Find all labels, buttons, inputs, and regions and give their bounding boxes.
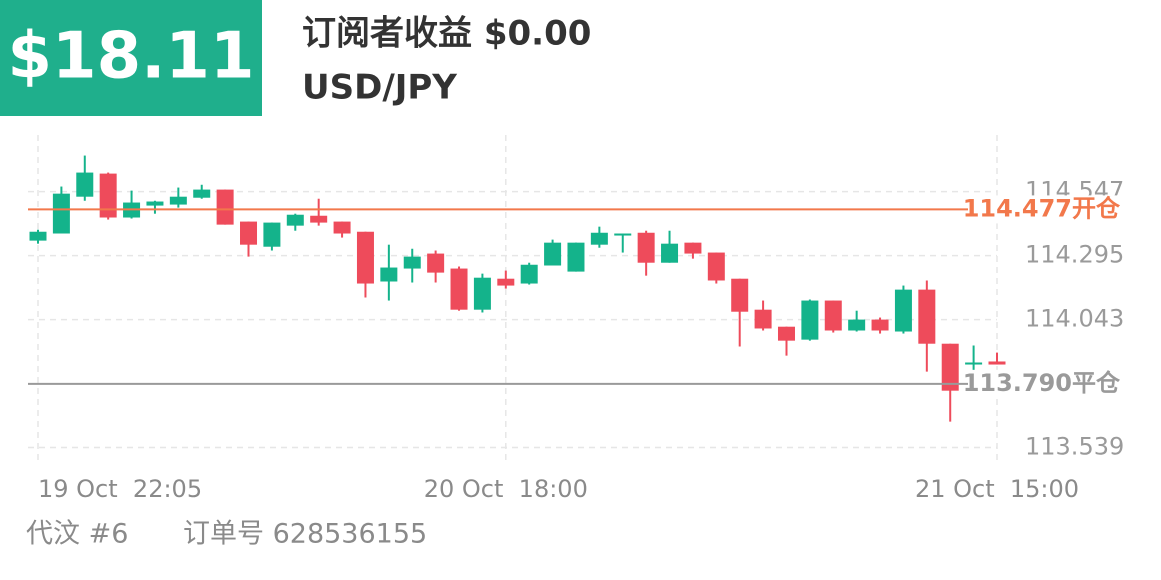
x-tick-label: 21 Oct 15:00 xyxy=(915,475,1079,503)
reference-label-bg xyxy=(968,369,1124,398)
candle-body xyxy=(918,289,936,344)
candle-body xyxy=(380,267,398,282)
candle-body xyxy=(824,300,842,331)
candle-body xyxy=(29,231,47,241)
reference-label: 114.477开仓 xyxy=(963,194,1121,222)
x-tick-label: 20 Oct 18:00 xyxy=(424,475,588,503)
candle-body xyxy=(941,343,959,391)
candle-body xyxy=(52,193,70,234)
candle-body xyxy=(637,232,655,263)
candle-body xyxy=(99,173,117,218)
candle-body xyxy=(169,196,187,205)
candle-body xyxy=(520,264,538,284)
candle-body xyxy=(216,189,234,225)
candle-body xyxy=(707,252,725,281)
reference-label: 113.790平仓 xyxy=(963,369,1121,397)
x-tick-label: 19 Oct 22:05 xyxy=(38,475,202,503)
candle-body xyxy=(754,309,772,329)
candle-body xyxy=(450,268,468,310)
y-tick-label: 114.043 xyxy=(1025,305,1124,333)
candle-body xyxy=(988,361,1006,365)
candle-body xyxy=(240,221,258,245)
candle-body xyxy=(263,222,281,247)
candle-body xyxy=(567,242,585,272)
candle-body xyxy=(193,189,211,198)
candle-body xyxy=(848,319,866,331)
candle-body xyxy=(801,300,819,340)
badge: $18.11 xyxy=(8,20,255,94)
y-tick-label: 113.539 xyxy=(1025,433,1124,461)
y-tick-label: 114.295 xyxy=(1025,241,1124,269)
candle-body xyxy=(427,253,445,273)
badge-bg xyxy=(0,0,262,116)
footer-author: 代汶 #6 xyxy=(26,519,128,550)
candle-body xyxy=(356,231,374,284)
subtitle: USD/JPY xyxy=(302,68,457,108)
candle-body xyxy=(333,221,351,234)
candle-body xyxy=(614,233,632,236)
candle-body xyxy=(590,232,608,245)
candle-body xyxy=(965,362,983,365)
candle-body xyxy=(310,215,328,223)
candle-body xyxy=(544,242,562,266)
reference-label-bg xyxy=(968,195,1124,224)
candle-body xyxy=(286,214,304,226)
candle-body xyxy=(473,277,491,310)
candle-body xyxy=(684,242,702,254)
candle-body xyxy=(731,278,749,312)
candle-body xyxy=(76,172,94,197)
candle-body xyxy=(146,201,164,206)
title: 订阅者收益 $0.00 xyxy=(302,14,591,54)
candle-body xyxy=(661,243,679,263)
candle-body xyxy=(777,326,795,341)
footer-order: 订单号 628536155 xyxy=(183,519,427,550)
candle-body xyxy=(497,278,515,286)
candle-body xyxy=(403,256,421,269)
candle-body xyxy=(894,289,912,332)
candle-body xyxy=(871,319,889,331)
